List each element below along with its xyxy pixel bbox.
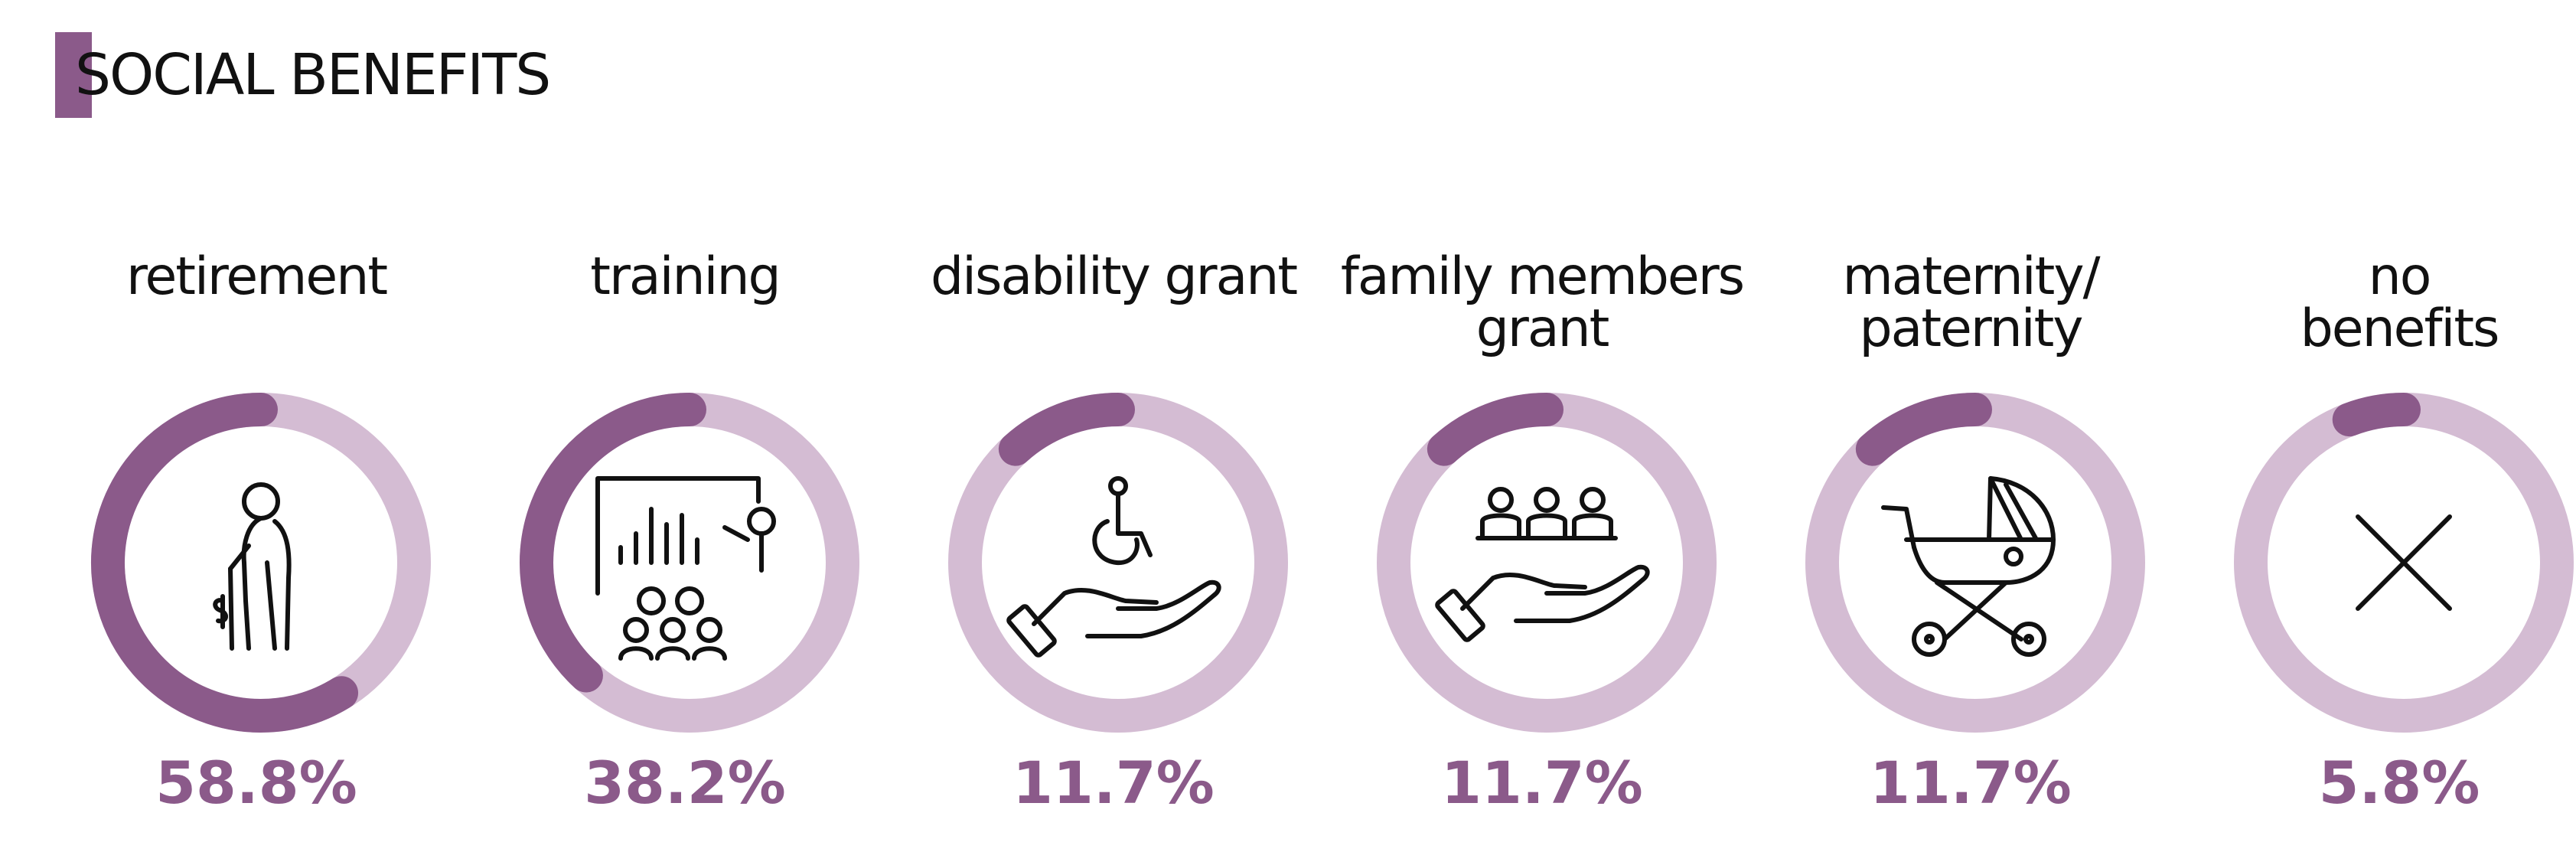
- category-label-line: family members: [1340, 246, 1745, 307]
- percentage-label: 5.8%: [2318, 749, 2480, 817]
- elderly-person-icon: [213, 482, 292, 651]
- category-label: training: [471, 251, 899, 303]
- category-label-line: paternity: [1859, 299, 2084, 359]
- donut-chart: [1377, 393, 1717, 733]
- disability-grant-icon: [1006, 476, 1221, 658]
- category-label: family members grant: [1328, 251, 1756, 355]
- donut-value-arc: [998, 393, 1135, 466]
- donut-chart: [948, 393, 1288, 733]
- percentage-label: 58.8%: [155, 749, 357, 817]
- benefit-item: disability grant 11.7%: [899, 0, 1328, 852]
- category-label: maternity/paternity: [1756, 251, 2185, 355]
- percentage-label: 11.7%: [1441, 749, 1643, 817]
- benefit-item: no benefits 5.8%: [2185, 0, 2576, 852]
- donut-chart: [91, 393, 431, 733]
- benefit-item: retirement 58.8%: [42, 0, 471, 852]
- category-label: no benefits: [2185, 251, 2576, 355]
- family-grant-icon: [1435, 487, 1650, 642]
- category-label-line: grant: [1475, 299, 1610, 359]
- category-label-line: benefits: [2300, 299, 2500, 359]
- category-label-line: retirement: [126, 246, 388, 307]
- percentage-label: 11.7%: [1012, 749, 1215, 817]
- donut-chart: [1805, 393, 2145, 733]
- page-title: SOCIAL BENEFITS: [75, 42, 551, 108]
- category-label: retirement: [42, 251, 471, 303]
- donut-chart: [2234, 393, 2574, 733]
- baby-stroller-icon: [1881, 476, 2056, 657]
- category-label-line: disability grant: [930, 246, 1298, 307]
- training-class-icon: [595, 476, 776, 661]
- donut-value-arc: [2332, 393, 2421, 437]
- title-marker: [55, 32, 92, 118]
- donut-value-arc: [1855, 393, 1992, 466]
- benefit-item: family members grant 11.7%: [1328, 0, 1756, 852]
- donut-value-arc: [91, 393, 359, 733]
- benefit-item: training 38.2%: [471, 0, 899, 852]
- donut-chart: [520, 393, 859, 733]
- donut-value-arc: [1427, 393, 1564, 466]
- percentage-label: 38.2%: [584, 749, 786, 817]
- category-label-line: no: [2368, 246, 2432, 307]
- benefit-item: maternity/paternity 11.7%: [1756, 0, 2185, 852]
- cross-icon: [2356, 514, 2452, 611]
- category-label-line: training: [590, 246, 781, 307]
- donut-value-arc: [520, 393, 706, 693]
- category-label-line: maternity/: [1842, 246, 2101, 307]
- percentage-label: 11.7%: [1870, 749, 2072, 817]
- category-label: disability grant: [899, 251, 1328, 303]
